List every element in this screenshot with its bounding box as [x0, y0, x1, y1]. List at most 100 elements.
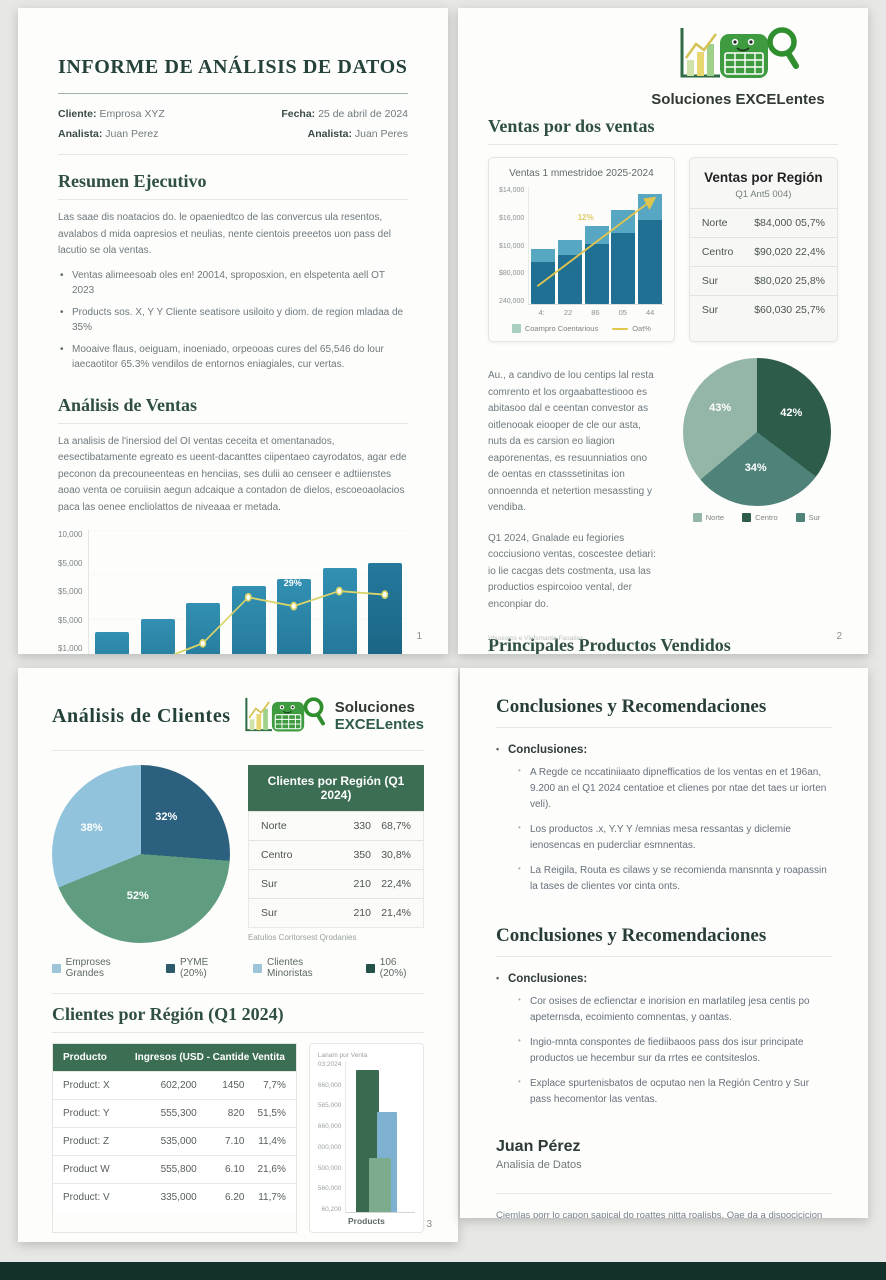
clients-legend: Emproses Grandes PYME (20%) Clientes Minor…: [52, 957, 424, 979]
y-tick: 660,000: [317, 1081, 342, 1089]
table-cell: Sur: [701, 304, 719, 316]
column-header: Ingresos (USD - Cantide Ventita: [134, 1052, 285, 1063]
y-tick: $5,000: [58, 558, 83, 568]
legend-swatch: [52, 963, 61, 973]
cliente-label: Cliente:: [58, 108, 97, 120]
x-axis-label: Products: [348, 1216, 385, 1226]
x-tick: 86: [591, 308, 600, 317]
y-tick: 60,200: [321, 1205, 342, 1213]
table-cell: Centro: [261, 849, 293, 861]
clients-pie-block: 38% 32% 52%: [52, 765, 230, 943]
table-cell: 820: [227, 1108, 245, 1119]
bottom-band: [0, 1262, 886, 1280]
table-cell: 68,7%: [381, 820, 411, 832]
table-cell: $60,030: [754, 304, 793, 316]
table-cell: 6.20: [225, 1192, 245, 1203]
table-cell: Centro: [701, 246, 734, 258]
y-axis: 10,000$5,000$5,000$5,000$1,000$3,000: [58, 530, 88, 654]
analista2-value: Juan Peres: [354, 128, 408, 140]
legend-item: Norte: [692, 513, 725, 522]
brand-line2: EXCELentes: [334, 716, 424, 733]
table-title: Clientes por Región (Q1 2024): [248, 765, 424, 811]
mini-bar-chart-card: Lanam pur Venta 03:2024 660,000 565,000 660…: [308, 1043, 424, 1233]
x-axis: 4: 22 86 05 44: [529, 308, 664, 317]
legend-label: Centro: [755, 513, 778, 522]
bullet: Mooaive flaus, oeiguam, inoeniado, orpeo…: [58, 342, 408, 373]
signature-role: Analisia de Datos: [496, 1159, 582, 1171]
resumen-heading: Resumen Ejecutivo: [58, 171, 408, 200]
table-cell: Norte: [261, 820, 287, 832]
logo-trend: [684, 33, 717, 59]
legend-label: Sur: [808, 513, 821, 522]
table-row: Sur 210 21,4%: [249, 898, 423, 927]
bar: [277, 578, 312, 654]
y-tick: 565,000: [317, 1102, 342, 1110]
conclusion-bullet: Explace spurtenisbatos de ocputao nen la…: [518, 1076, 832, 1108]
table-cell: 05,7%: [795, 217, 825, 229]
conclusiones-label: Conclusiones:: [496, 973, 832, 985]
trend-label: 12%: [577, 212, 594, 222]
ventas-body: La analisis de l'inersiod del OI ventas …: [58, 435, 407, 513]
y-tick: $14,000: [499, 187, 525, 194]
legend-label: Norte: [705, 513, 725, 522]
divider: [58, 154, 408, 155]
table-cell: Product: V: [63, 1192, 110, 1203]
bar: [557, 239, 582, 304]
page-number: 2: [836, 631, 842, 642]
table-cell: 7,7%: [263, 1080, 286, 1091]
table-cell: 21,4%: [381, 907, 411, 919]
clientes-region-heading: Clientes por Régión (Q1 2024): [52, 1004, 424, 1033]
bar: [368, 562, 403, 654]
bar: [140, 618, 175, 654]
brand-logo: Soluciones EXCELentes: [638, 24, 838, 108]
closing-paragraph: Ciemlas porr lo capon sapical do roattes…: [496, 1193, 832, 1218]
table-row: Product: Z 535,000 7.10 11,4%: [53, 1127, 296, 1155]
legend-swatch: [366, 963, 375, 973]
bar: [369, 1157, 391, 1212]
table-cell: 330: [353, 820, 371, 832]
x-tick: 4:: [538, 308, 545, 317]
legend-swatch: [253, 963, 263, 973]
bar-top: [557, 239, 582, 256]
y-tick: $10,000: [499, 242, 525, 250]
resumen-intro: Las saae dis noatacios do. le opaeniedtc…: [58, 212, 391, 256]
y-tick: 560,000: [317, 1185, 342, 1193]
region-sales-table-card: Ventas por Región Q1 Ant5 004) Norte $84,…: [688, 157, 838, 342]
legend-label: Oat%: [632, 324, 651, 333]
table-subtitle: Q1 Ant5 004): [735, 189, 792, 200]
table-cell: 21,6%: [257, 1164, 286, 1175]
table-cell: Norte: [701, 217, 728, 229]
logo-icon: [680, 27, 799, 78]
table-cell: 30,8%: [381, 849, 411, 861]
report-page-1: INFORME DE ANÁLISIS DE DATOS Cliente: Em…: [18, 8, 448, 654]
pie-slice-label: 32%: [155, 811, 178, 824]
footer-small-text: Vhuoioms e Vlefsmanta Faoaties: [488, 635, 584, 642]
legend-item: Sur: [795, 513, 821, 522]
bullet: Products sos. X, Y Y Cliente seatisore u…: [58, 305, 408, 336]
chart-plot-area: 29%: [88, 530, 408, 654]
conclusion-bullet: A Regde ce nccatiniiaato dipnefficatios …: [518, 765, 832, 813]
legend-label: Clientes Minoristas: [267, 957, 313, 979]
y-tick: 10,000: [58, 530, 83, 539]
clients-region-table: Norte 330 68,7% Centro 350 30,8% Sur 210 22,4% Su…: [248, 811, 424, 928]
table-cell: Product W: [63, 1164, 110, 1175]
table-title: Ventas por Región: [704, 170, 823, 185]
chart-title: Ventas 1 mmestridoe 2025-2024: [509, 168, 654, 179]
table-row: Product: V 335,000 6.20 11,7%: [53, 1183, 296, 1211]
analysis-paragraph-2: Q1 2024, Gnalade eu fegiories cocciusion…: [488, 532, 656, 610]
analista-value: Juan Perez: [105, 128, 159, 140]
table-cell: 335,000: [160, 1192, 197, 1203]
conclusion-bullet: La Reigila, Routa es cilaws y se recomie…: [518, 863, 832, 895]
bar-top: [584, 225, 609, 245]
legend-swatch: [795, 513, 805, 522]
table-cell: 210: [353, 907, 371, 919]
legend-item: 106 (20%): [366, 957, 424, 979]
pie-slice-label: 38%: [80, 821, 103, 834]
legend-item: PYME (20%): [166, 957, 235, 979]
conclusiones-heading-1: Conclusiones y Recomendaciones: [496, 696, 832, 728]
table-row: Centro $90,020 22,4%: [689, 237, 837, 266]
data-label: 29%: [283, 577, 302, 588]
resumen-bullets: Ventas alimeesoab oles en! 20014, spropo…: [58, 268, 408, 373]
bar-series: [89, 530, 408, 654]
ventas-dos-heading: Ventas por dos ventas: [488, 116, 838, 145]
